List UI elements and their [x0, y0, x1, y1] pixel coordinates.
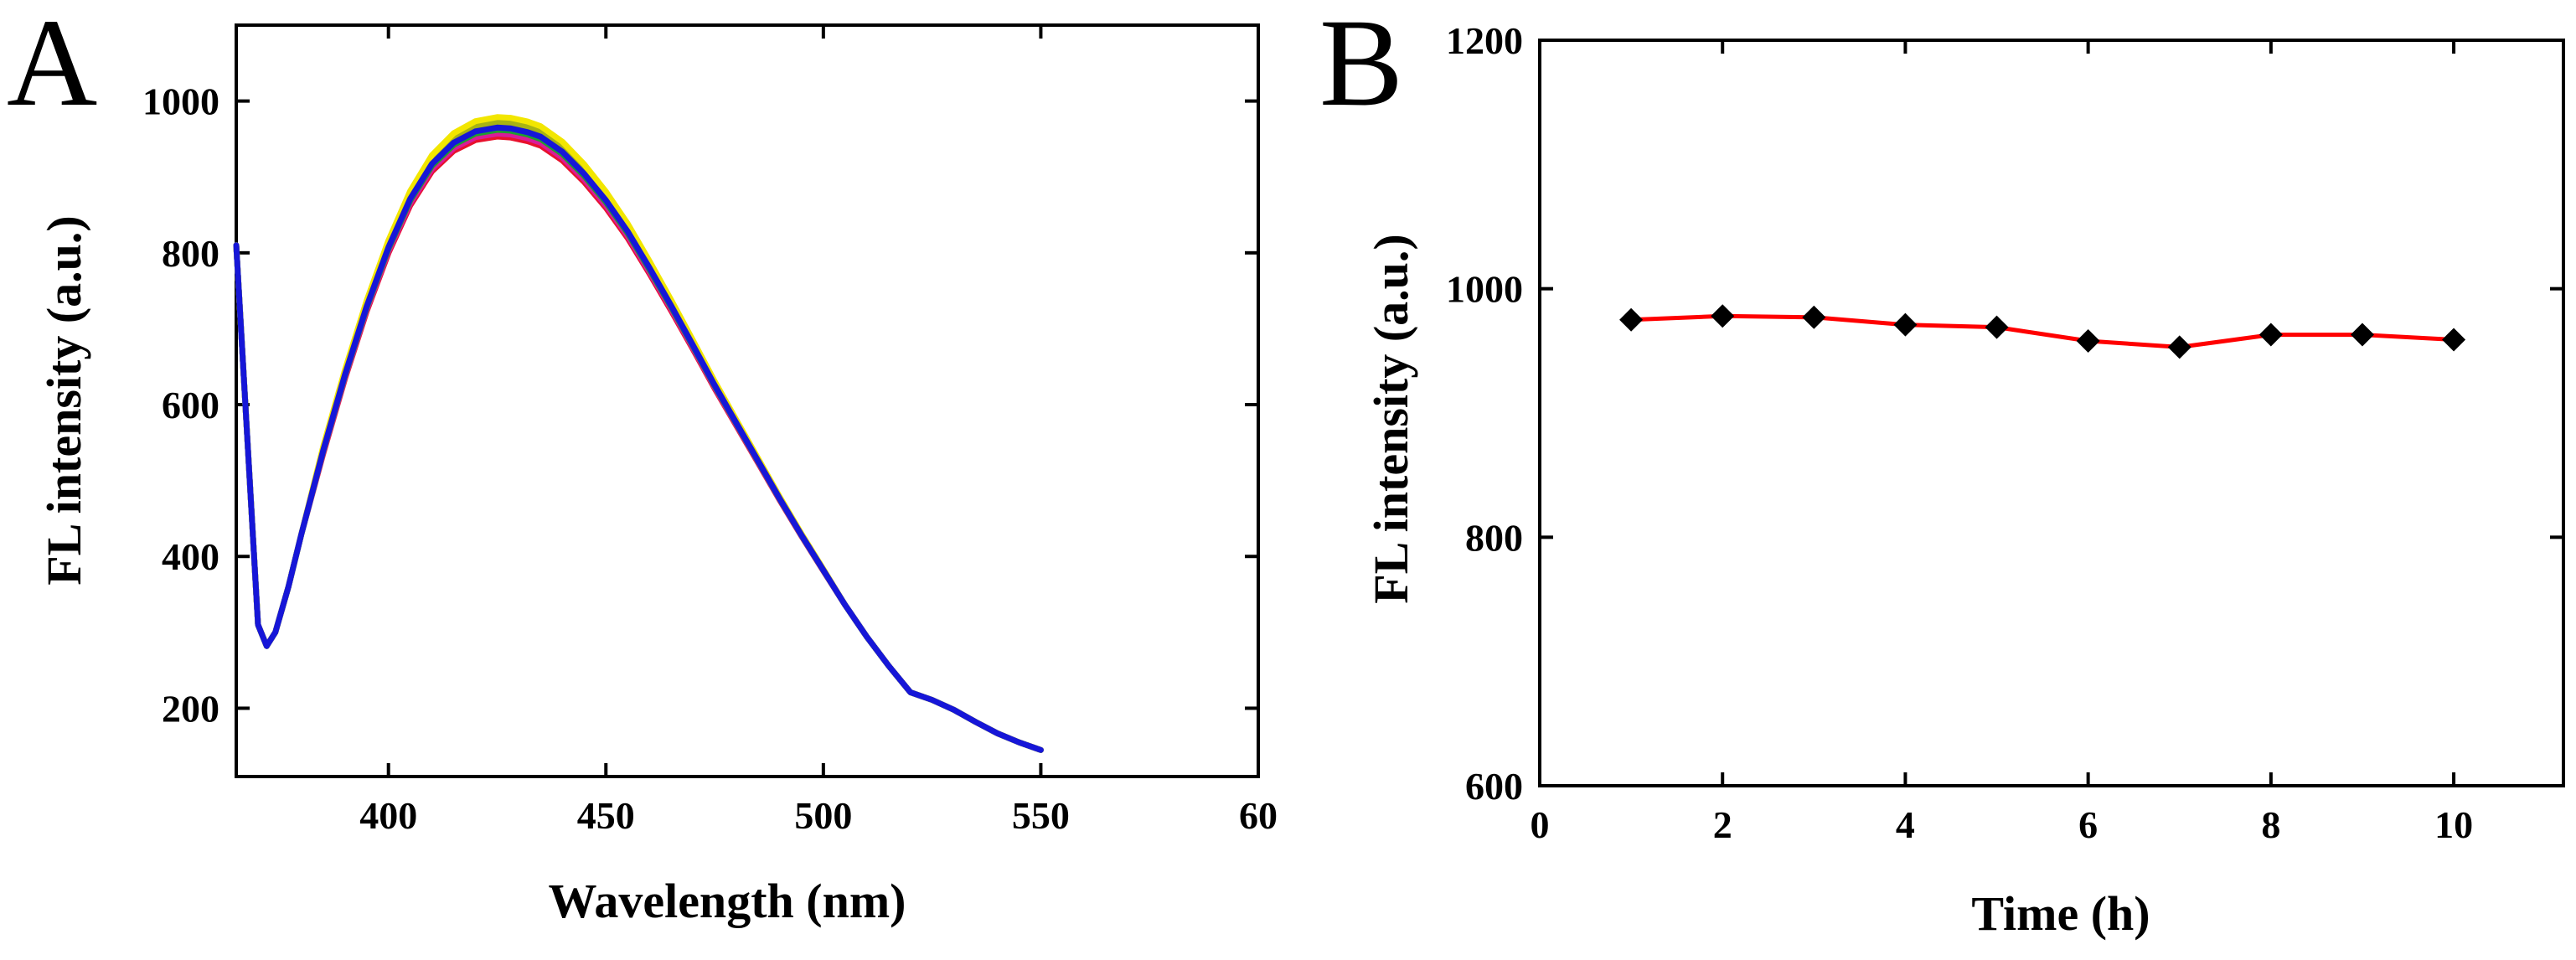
panel-a-y-tick-label: 1000	[142, 80, 219, 123]
panel-a-series-cyan	[233, 123, 1044, 753]
panel-b-y-tick-label: 1200	[1446, 19, 1523, 62]
panel-a-series-magenta	[233, 131, 1044, 753]
panel-a-plot-area: 400 450 500 550 60 200 400 600 800 1000	[142, 23, 1278, 837]
panel-a-letter: A	[7, 0, 97, 132]
panel-b-x-axis-title: Time (h)	[1971, 886, 2150, 941]
panel-b-y-tick-label: 800	[1465, 516, 1523, 559]
panel-a-y-axis-title: FL intensity (a.u.)	[37, 215, 91, 586]
panel-a-y-tick-label: 600	[162, 384, 219, 426]
panel-b-data-point	[2076, 328, 2100, 353]
panel-a-series-olive	[233, 119, 1044, 753]
panel-b-data-point	[1711, 304, 1735, 328]
panel-b-letter: B	[1319, 0, 1403, 132]
panel-a: A 400 450 500 550 60 200 400 600 800 1000 Wavelen…	[7, 0, 1278, 928]
panel-b-x-tick-label: 6	[2078, 803, 2098, 846]
panel-b-data-point	[1893, 312, 1918, 337]
panel-a-y-tick-label: 800	[162, 232, 219, 275]
panel-b-x-tick-label: 0	[1531, 803, 1550, 846]
panel-b-data-point	[2350, 323, 2374, 347]
panel-b-y-axis-title: FL intensity (a.u.)	[1364, 234, 1418, 604]
panel-a-frame	[235, 23, 1260, 778]
panel-b-data-point	[2259, 323, 2283, 347]
panel-a-x-tick-label: 550	[1012, 794, 1070, 837]
panel-b-x-tick-label: 4	[1896, 803, 1915, 846]
panel-b-x-tick-label: 8	[2261, 803, 2280, 846]
panel-b-y-tick-label: 1000	[1446, 268, 1523, 311]
panel-a-series-red	[233, 133, 1044, 753]
panel-b-data-point	[2167, 335, 2191, 359]
panel-b-data-point	[1619, 307, 1644, 332]
panel-b: B 0 2 4 6 8 10 600 800 1000 1200 Time (h) FL inte…	[1319, 0, 2565, 941]
panel-a-y-tick-label: 200	[162, 687, 219, 730]
panel-b-series-line	[1630, 313, 2455, 349]
panel-b-frame	[1538, 39, 2565, 787]
panel-a-x-axis-title: Wavelength (nm)	[549, 874, 906, 928]
panel-a-series-yellow	[233, 114, 1044, 753]
panel-b-y-tick-label: 600	[1465, 765, 1523, 808]
panel-a-x-tick-label: 450	[577, 794, 635, 837]
panel-a-y-tick-label: 400	[162, 535, 219, 578]
panel-b-data-point	[1985, 315, 2009, 339]
panel-a-x-tick-label: 500	[794, 794, 852, 837]
panel-b-plot-area: 0 2 4 6 8 10 600 800 1000 1200	[1446, 19, 2565, 846]
panel-b-data-point	[1802, 305, 1826, 329]
panel-a-series-green	[233, 126, 1044, 753]
panel-a-x-tick-label: 400	[359, 794, 417, 837]
panel-a-x-tick-label: 60	[1239, 794, 1278, 837]
panel-b-data-point	[2442, 328, 2466, 352]
panel-b-x-tick-label: 2	[1713, 803, 1732, 846]
panel-b-x-tick-label: 10	[2434, 803, 2473, 846]
panel-a-series-blue	[233, 124, 1044, 753]
